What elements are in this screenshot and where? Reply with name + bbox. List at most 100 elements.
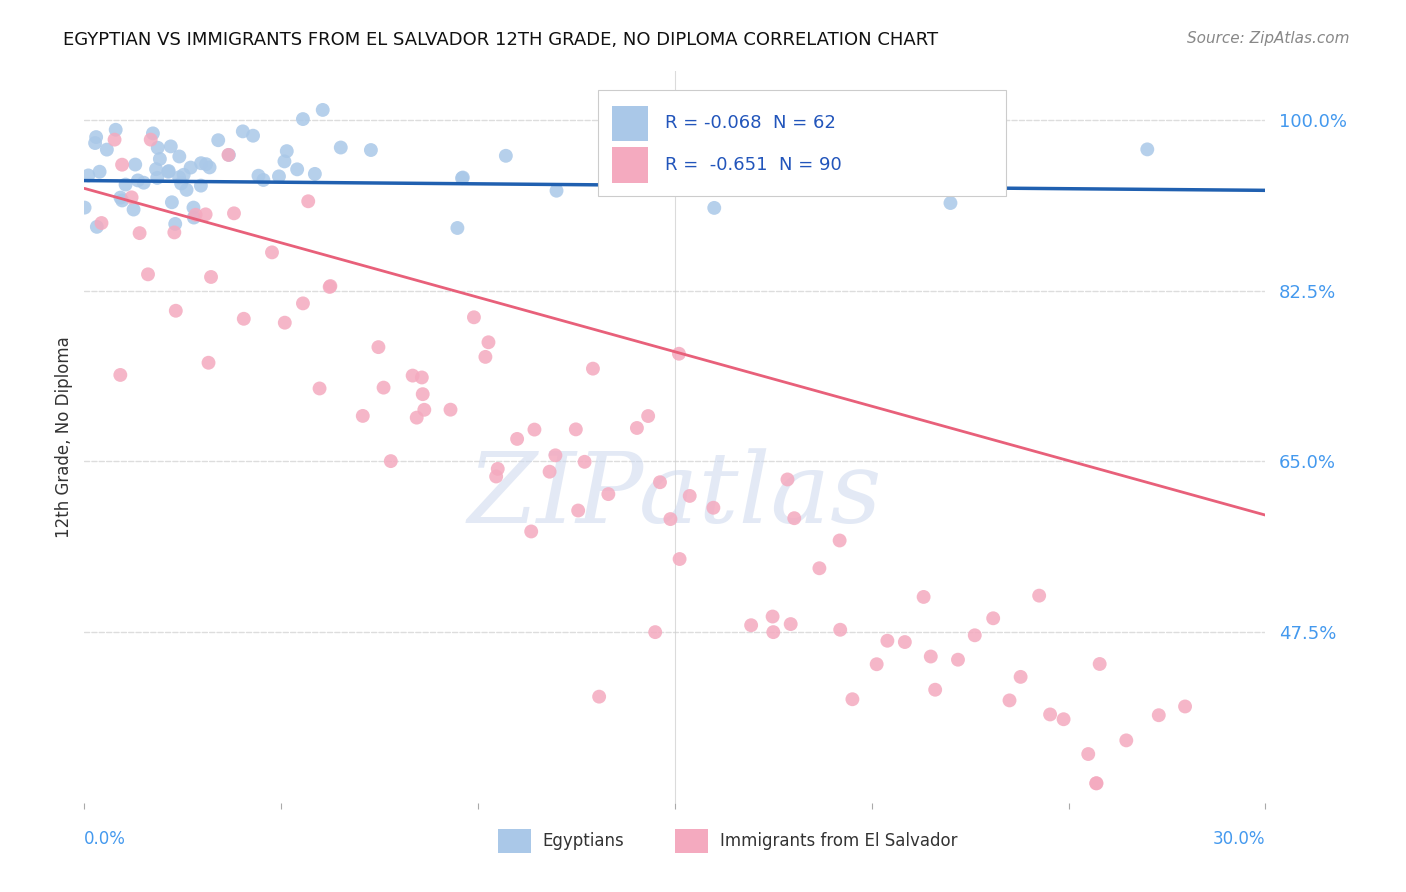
Point [157, 164, 180, 178]
Point [762, 609, 785, 624]
Point [312, 103, 335, 117]
Point [146, 141, 169, 155]
FancyBboxPatch shape [498, 830, 531, 853]
Point [451, 170, 474, 185]
Point [291, 112, 314, 126]
Point [702, 500, 724, 515]
Point [1077, 747, 1099, 761]
Point [165, 303, 187, 318]
Point [169, 149, 191, 163]
Point [110, 191, 132, 205]
Point [1088, 657, 1111, 671]
Point [122, 202, 145, 217]
Point [167, 170, 190, 185]
Point [451, 171, 474, 186]
Point [142, 127, 165, 141]
Point [90, 216, 112, 230]
Point [912, 590, 935, 604]
Point [405, 410, 427, 425]
Y-axis label: 12th Grade, No Diploma: 12th Grade, No Diploma [55, 336, 73, 538]
Point [776, 472, 799, 486]
Point [659, 512, 682, 526]
Point [1174, 699, 1197, 714]
Point [1085, 776, 1108, 790]
Point [173, 168, 195, 182]
Point [1010, 670, 1032, 684]
Point [163, 226, 186, 240]
Point [247, 169, 270, 183]
Point [679, 489, 702, 503]
Point [523, 423, 546, 437]
Point [412, 387, 434, 401]
Point [779, 617, 801, 632]
Point [808, 561, 831, 575]
Point [485, 469, 508, 483]
Point [146, 170, 169, 185]
Point [86, 219, 108, 234]
Point [981, 611, 1004, 625]
Point [841, 692, 863, 706]
Point [73, 201, 96, 215]
Point [668, 552, 690, 566]
Point [1028, 589, 1050, 603]
Text: Source: ZipAtlas.com: Source: ZipAtlas.com [1187, 31, 1350, 46]
Point [939, 152, 962, 166]
Point [1052, 712, 1074, 726]
Point [149, 152, 172, 166]
Point [1085, 776, 1108, 790]
Point [232, 124, 254, 138]
Point [121, 190, 143, 204]
Point [318, 280, 340, 294]
Point [544, 448, 567, 462]
FancyBboxPatch shape [612, 106, 648, 141]
Point [373, 381, 395, 395]
Point [463, 310, 485, 325]
Point [920, 649, 942, 664]
Point [145, 162, 167, 177]
Point [319, 279, 342, 293]
Point [963, 628, 986, 642]
Point [285, 162, 308, 177]
Point [588, 690, 610, 704]
Point [157, 165, 180, 179]
Point [367, 340, 389, 354]
FancyBboxPatch shape [675, 830, 709, 853]
Point [136, 268, 159, 282]
Point [486, 462, 509, 476]
Point [184, 208, 207, 222]
Point [946, 653, 969, 667]
Point [195, 157, 218, 171]
Point [567, 503, 589, 517]
Text: 30.0%: 30.0% [1213, 830, 1265, 848]
Point [104, 122, 127, 136]
Point [165, 217, 187, 231]
Point [1115, 733, 1137, 747]
Point [159, 139, 181, 153]
Point [924, 682, 946, 697]
Point [183, 201, 205, 215]
Point [1039, 707, 1062, 722]
Point [111, 194, 134, 208]
Point [273, 154, 295, 169]
Point [194, 207, 217, 221]
Point [198, 161, 221, 175]
FancyBboxPatch shape [612, 147, 648, 183]
Point [477, 335, 499, 350]
Point [183, 211, 205, 225]
Point [866, 657, 889, 672]
Point [360, 143, 382, 157]
Point [217, 148, 239, 162]
Point [77, 169, 100, 183]
Point [222, 206, 245, 220]
Point [139, 133, 162, 147]
Point [218, 148, 240, 162]
Point [894, 635, 917, 649]
Point [598, 487, 620, 501]
Point [274, 316, 297, 330]
FancyBboxPatch shape [598, 90, 1005, 195]
Point [546, 184, 568, 198]
Point [276, 144, 298, 158]
Point [413, 402, 436, 417]
Point [495, 149, 517, 163]
Point [252, 173, 274, 187]
